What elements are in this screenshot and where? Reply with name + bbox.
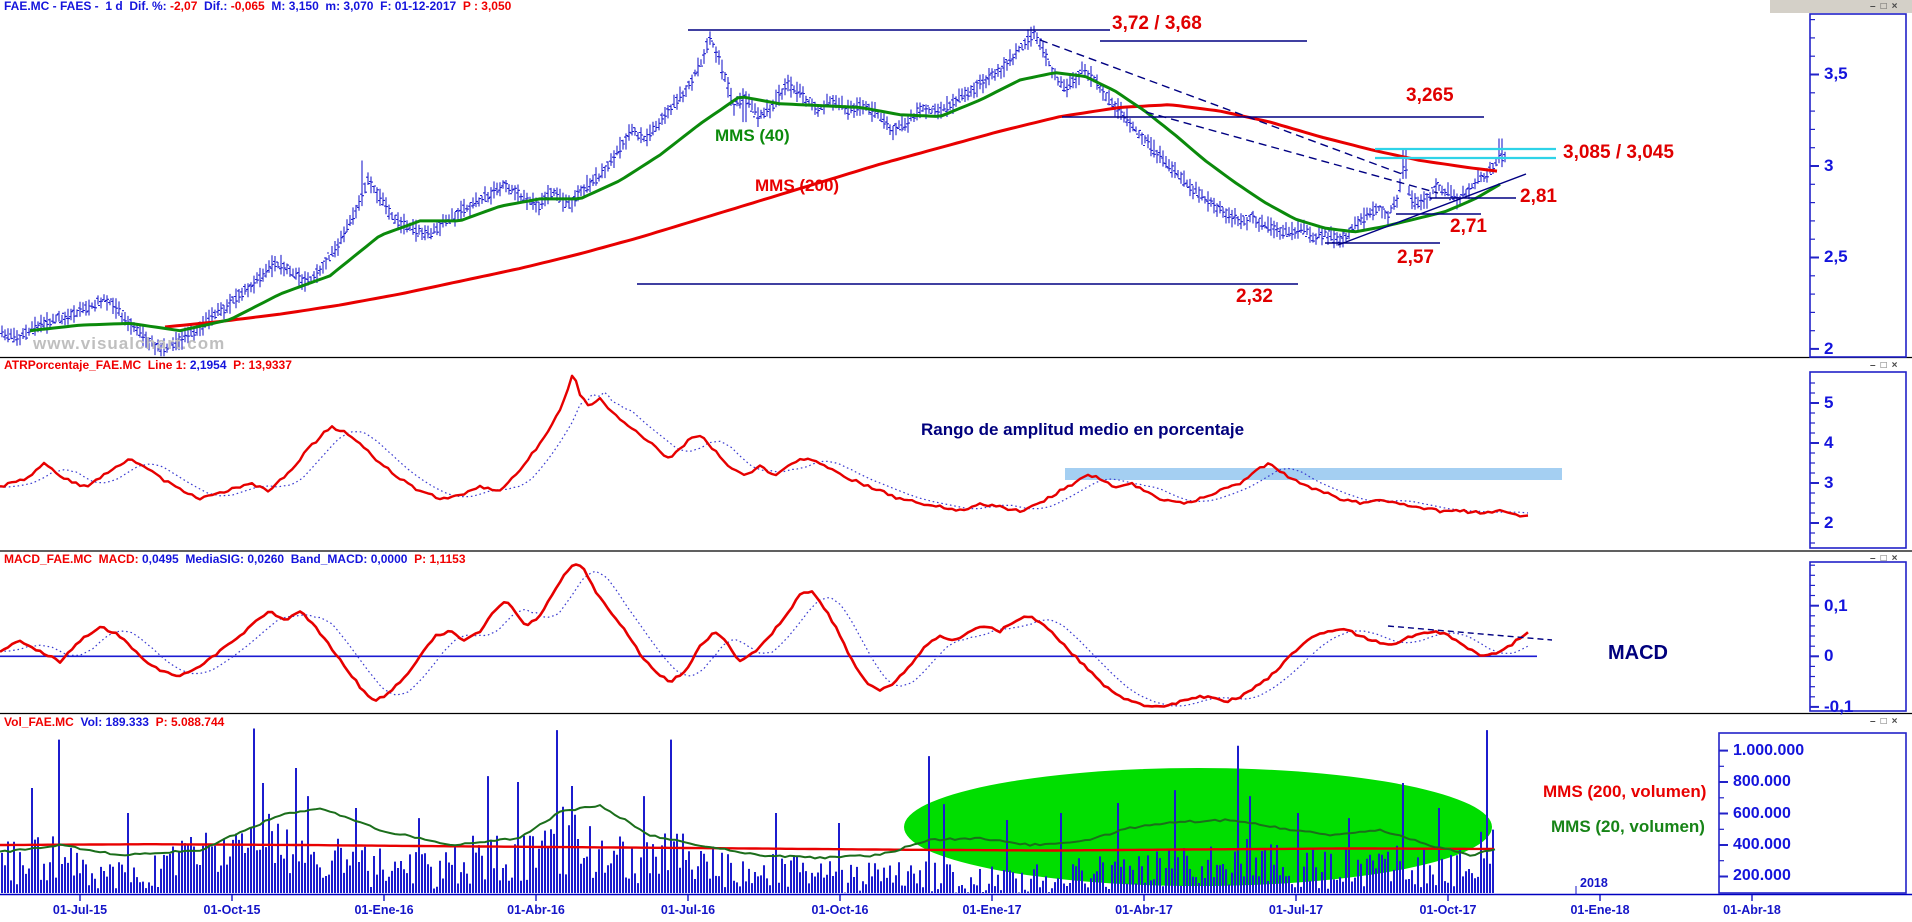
header-segment: FAE.MC - FAES - 1 d Dif. %: [4,0,171,13]
price-level-line [1337,173,1527,246]
maximize-button[interactable]: □ [1880,1,1892,12]
header-segment: P: 1,1153 [407,552,466,566]
macd-window-controls: –□× [1870,553,1902,564]
macd-line [0,563,1529,708]
atr-window-controls: –□× [1870,360,1902,371]
close-button[interactable]: × [1891,553,1903,564]
header-segment: 2,1954 [189,358,227,372]
close-button[interactable]: × [1891,360,1903,371]
price-candles [0,25,1507,357]
mms200-line [164,103,1498,329]
volume-window-controls: –□× [1870,716,1902,727]
macd-signal-dotted [0,570,1529,707]
close-button[interactable]: × [1891,716,1903,727]
volume-panel-header: Vol_FAE.MC Vol: 189.333 P: 5.088.744 [4,716,224,729]
header-segment: Dif.: [197,0,231,13]
minimize-button[interactable]: – [1870,360,1881,371]
titlebar-strip [1770,0,1912,13]
atr-line [0,374,1529,518]
visualchart-watermark: www.visualchart.com [33,334,226,353]
header-segment: MediaSIG: 0,0260 Band_MACD: 0,0000 [178,552,408,566]
header-segment: -2,07 [170,0,198,13]
header-segment: P: 5.088.744 [148,715,225,729]
header-segment: P : 3,050 [462,0,512,13]
header-segment: MACD_FAE.MC MACD: [4,552,142,566]
maximize-button[interactable]: □ [1880,716,1892,727]
header-segment: -0,065 [230,0,265,13]
volume-mms200-line [0,843,1494,852]
maximize-button[interactable]: □ [1880,553,1892,564]
volume-bars [1,728,1494,893]
volume-axis-box[interactable] [1718,732,1907,894]
header-segment: Vol: 189.333 [80,715,149,729]
close-button[interactable]: × [1891,1,1903,12]
trendline-dashed [1145,111,1439,194]
minimize-button[interactable]: – [1870,553,1881,564]
maximize-button[interactable]: □ [1880,360,1892,371]
minimize-button[interactable]: – [1870,716,1881,727]
atr-panel-header: ATRPorcentaje_FAE.MC Line 1: 2,1954 P: 1… [4,359,292,372]
header-segment: M: 3,150 m: 3,070 F: 01-12-2017 [264,0,463,13]
header-segment: ATRPorcentaje_FAE.MC Line 1: [4,358,190,372]
volume-mms20-line [0,803,1496,860]
price-axis-box[interactable] [1809,13,1907,358]
price-window-controls: –□× [1870,1,1902,12]
atr-highlight-bar [1065,468,1562,480]
mms40-line [29,71,1501,333]
macd-panel-header: MACD_FAE.MC MACD: 0,0495 MediaSIG: 0,026… [4,553,466,566]
macd-axis-box[interactable] [1809,561,1907,712]
price-panel-header: FAE.MC - FAES - 1 d Dif. %: -2,07 Dif.: … [4,0,511,13]
macd-trendline-dashed [1387,625,1553,641]
minimize-button[interactable]: – [1870,1,1881,12]
trendline-dashed [1039,39,1403,175]
header-segment: 0,0495 [142,552,179,566]
atr-signal-dotted [0,391,1529,514]
header-segment: Vol_FAE.MC [4,715,81,729]
atr-axis-box[interactable] [1809,371,1907,549]
header-segment: P: 13,9337 [226,358,292,372]
